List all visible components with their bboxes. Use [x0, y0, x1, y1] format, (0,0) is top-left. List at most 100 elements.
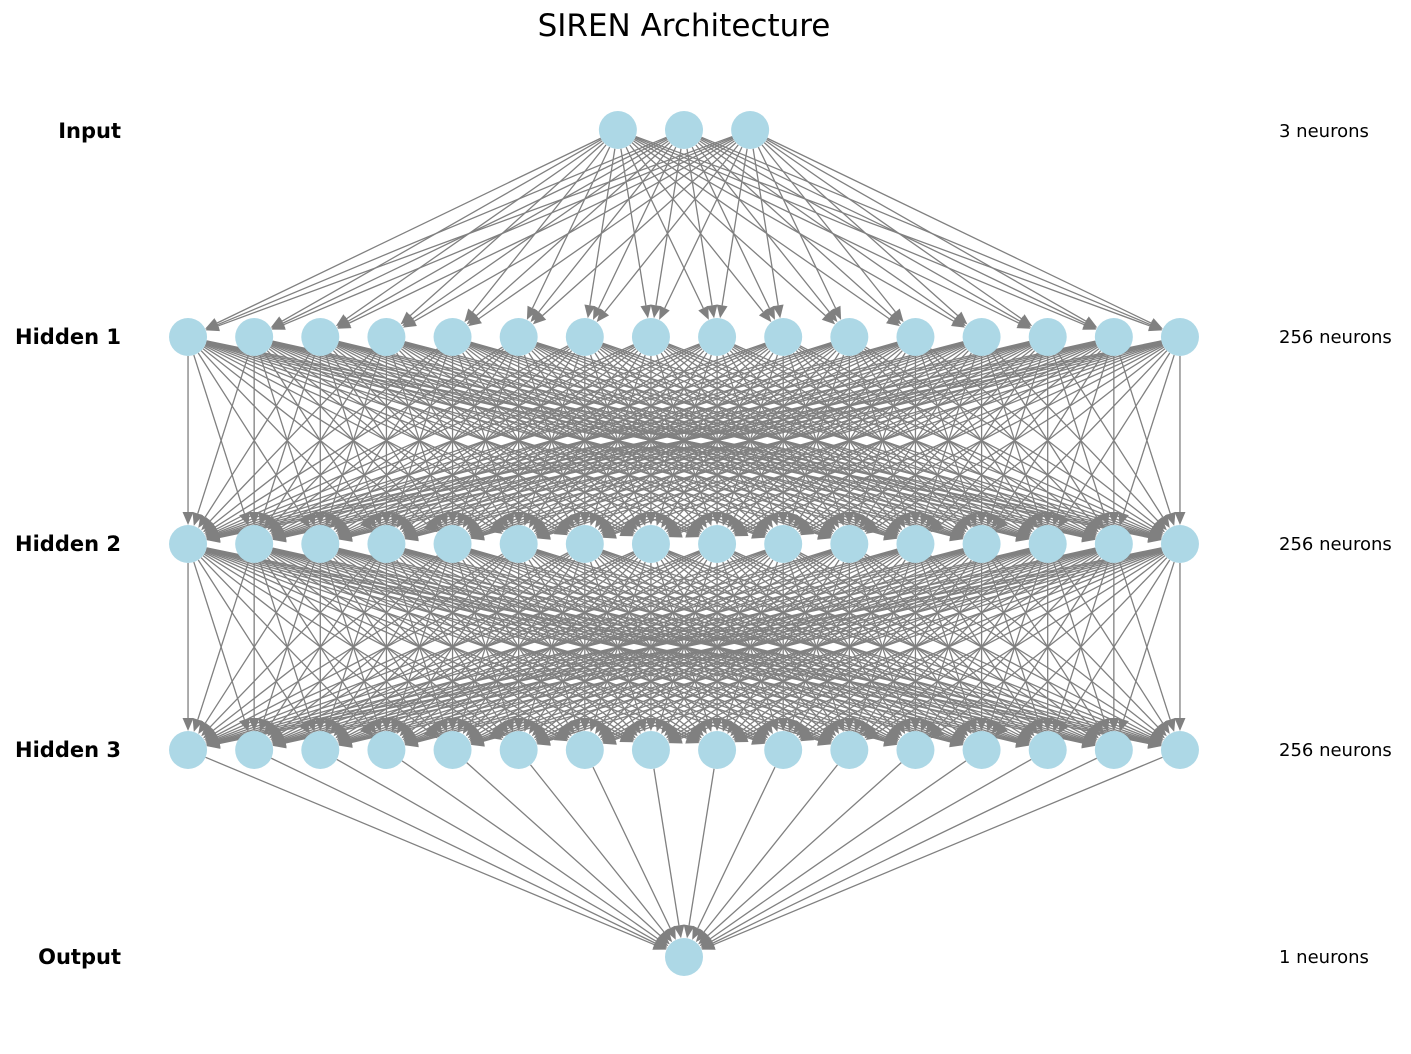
edge-l2-9-14: [798, 553, 1088, 734]
edge-l2-11-5: [546, 552, 899, 736]
edge-l2-4-12: [470, 550, 953, 739]
arrowhead-l2-9-9: [777, 718, 789, 731]
arrowhead-l2-10-11: [900, 717, 911, 732]
edge-l2-2-1: [263, 561, 316, 720]
edge-l2-13-14: [1052, 561, 1105, 720]
edge-l0-1-8: [686, 148, 713, 306]
neuron-node-l1-12: [962, 318, 1001, 356]
edge-l0-0-8: [625, 146, 704, 309]
edge-l2-5-11: [535, 552, 888, 736]
arrowhead-l2-10-8: [727, 720, 739, 735]
arrowhead-l1-9-12: [955, 517, 969, 531]
arrowhead-l2-7-7: [645, 718, 657, 731]
edge-l2-15-5: [549, 549, 1163, 742]
neuron-node-l1-14: [1094, 318, 1133, 356]
edge-l2-9-8: [726, 561, 779, 720]
edge-l1-1-9: [271, 343, 754, 533]
arrowhead-l1-12-13: [1032, 511, 1044, 526]
edge-l2-2-4: [330, 559, 436, 724]
edge-l1-15-13: [1064, 352, 1171, 518]
arrowhead-l2-0-1: [239, 717, 250, 732]
edge-l1-3-2: [329, 354, 382, 514]
arrowhead-l2-8-5: [531, 723, 545, 737]
edge-l2-14-0: [219, 547, 1096, 744]
edge-l2-0-1: [193, 561, 245, 720]
layer-label-hidden-3: Hidden 3: [15, 738, 121, 762]
edge-l3-10-0: [703, 764, 838, 933]
edge-l2-7-1: [282, 552, 635, 736]
neuron-node-l1-7: [631, 318, 670, 356]
edge-l2-8-0: [217, 550, 700, 739]
neuron-node-l3-10: [830, 731, 869, 769]
arrowhead-l2-11-10: [853, 717, 865, 732]
arrowhead-l1-13-11: [925, 514, 938, 528]
edge-l1-14-13: [1056, 354, 1109, 514]
edge-l1-1-2: [259, 354, 312, 514]
arrowhead-l2-7-5: [528, 720, 541, 735]
edge-l1-0-2: [197, 352, 304, 518]
neuron-node-l3-1: [235, 731, 274, 769]
edge-l3-11-0: [707, 762, 902, 937]
edge-l0-1-9: [691, 146, 770, 309]
edge-l1-6-11: [600, 346, 889, 528]
arrowhead-l2-9-8: [721, 717, 733, 732]
edge-l2-13-7: [679, 552, 1032, 736]
edge-l1-7-3: [411, 348, 637, 525]
arrowhead-l1-8-10: [827, 514, 840, 528]
edge-l1-7-15: [668, 343, 1151, 533]
neuron-node-l1-5: [499, 318, 538, 356]
arrowhead-l2-7-9: [761, 720, 773, 735]
edge-l1-6-14: [602, 343, 1085, 533]
neuron-node-l1-11: [896, 318, 935, 356]
arrowhead-l1-8-8: [711, 512, 723, 525]
edge-l1-6-0: [216, 345, 569, 530]
layer-label-input: Input: [58, 119, 121, 143]
edge-l3-13-0: [711, 758, 1032, 942]
edge-l1-5-7: [528, 352, 635, 518]
arrowhead-l2-11-14: [1087, 723, 1101, 737]
arrowhead-l2-9-10: [834, 717, 845, 732]
neuron-node-l2-8: [698, 525, 737, 563]
edge-l2-6-11: [600, 553, 889, 734]
arrowhead-l2-14-11: [928, 723, 942, 737]
arrowhead-l0-2-4: [468, 314, 482, 327]
neuron-node-l3-4: [433, 731, 472, 769]
edge-l1-2-10: [337, 343, 820, 533]
arrowhead-l1-10-11: [900, 511, 911, 526]
neuron-node-l3-7: [631, 731, 670, 769]
arrowhead-l1-7-6: [589, 511, 600, 526]
arrowhead-l2-6-8: [695, 720, 707, 735]
edge-l2-0-5: [203, 553, 492, 734]
neuron-node-l1-10: [830, 318, 869, 356]
edge-l3-7-0: [653, 768, 680, 926]
arrowhead-l2-0-0: [182, 718, 194, 731]
arrowhead-l2-4-7: [624, 723, 638, 737]
edge-l0-2-11: [761, 144, 896, 313]
arrowhead-l2-11-8: [730, 723, 744, 737]
arrowhead-l1-1-4: [426, 517, 440, 531]
arrowhead-l3-4-0: [656, 931, 670, 945]
arrowhead-l2-15-5: [536, 735, 551, 746]
arrowhead-l2-14-12: [991, 720, 1004, 735]
arrowhead-l2-3-0: [201, 723, 215, 737]
edge-l0-0-1: [281, 138, 602, 322]
arrowhead-l0-2-8: [716, 304, 728, 319]
edge-l1-5-12: [535, 344, 953, 532]
edge-l2-8-13: [732, 553, 1021, 734]
neuron-node-l2-2: [301, 525, 340, 563]
edge-l1-2-8: [336, 345, 689, 530]
arrowhead-l2-8-7: [655, 717, 666, 732]
arrowhead-l2-14-13: [1052, 717, 1063, 732]
edge-l1-1-6: [269, 346, 559, 528]
arrowhead-l2-2-4: [430, 720, 443, 735]
arrowhead-l0-2-3: [402, 316, 417, 328]
edge-l2-6-0: [216, 552, 569, 736]
edge-l0-0-5: [531, 146, 611, 309]
edge-l2-11-10: [858, 561, 911, 720]
arrowhead-l0-0-4: [464, 308, 477, 323]
edge-l2-1-7: [270, 552, 623, 736]
arrowhead-l0-2-7: [659, 305, 670, 320]
arrowhead-l1-4-7: [624, 517, 638, 531]
edge-l0-2-6: [604, 144, 739, 313]
arrowhead-l2-12-15: [1153, 723, 1167, 737]
